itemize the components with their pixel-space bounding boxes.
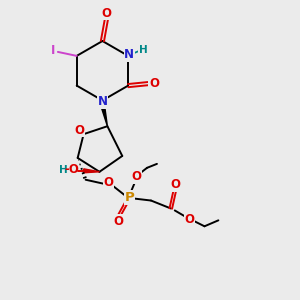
Text: P: P	[124, 191, 134, 204]
Text: H: H	[139, 45, 147, 55]
Text: O: O	[75, 124, 85, 137]
Text: O: O	[171, 178, 181, 191]
Text: O: O	[131, 170, 141, 183]
Text: I: I	[51, 44, 55, 57]
Text: O: O	[149, 77, 159, 90]
Text: O: O	[103, 176, 113, 189]
Text: O: O	[101, 7, 111, 20]
Polygon shape	[83, 169, 100, 173]
Polygon shape	[100, 104, 107, 126]
Text: -O: -O	[64, 163, 79, 176]
Text: H: H	[59, 165, 68, 175]
Text: O: O	[184, 213, 195, 226]
Text: N: N	[124, 48, 134, 62]
Text: N: N	[98, 95, 107, 108]
Text: O: O	[113, 215, 123, 228]
